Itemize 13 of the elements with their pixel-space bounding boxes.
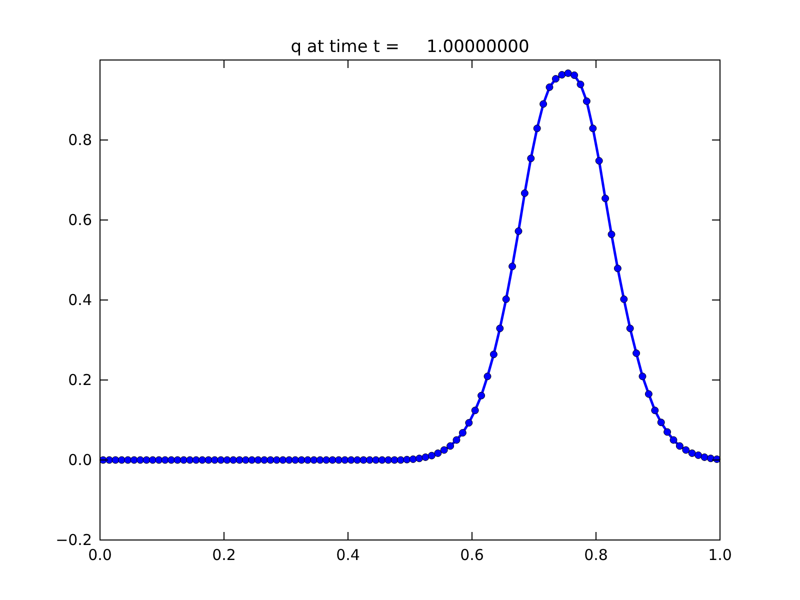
- y-tick-label: −0.2: [56, 531, 92, 549]
- x-tick-label: 0.0: [88, 546, 112, 564]
- x-tick-label: 0.4: [336, 546, 360, 564]
- y-tick-label: 0.4: [68, 291, 92, 309]
- y-tick-label: 0.8: [68, 131, 92, 149]
- y-tick-label: 0.2: [68, 371, 92, 389]
- y-tick-label: 0.0: [68, 451, 92, 469]
- chart-title: q at time t = 1.00000000: [290, 37, 530, 57]
- x-tick-label: 0.8: [584, 546, 608, 564]
- x-tick-label: 0.6: [460, 546, 484, 564]
- x-tick-label: 0.2: [212, 546, 236, 564]
- y-tick-label: 0.6: [68, 211, 92, 229]
- x-tick-label: 1.0: [708, 546, 732, 564]
